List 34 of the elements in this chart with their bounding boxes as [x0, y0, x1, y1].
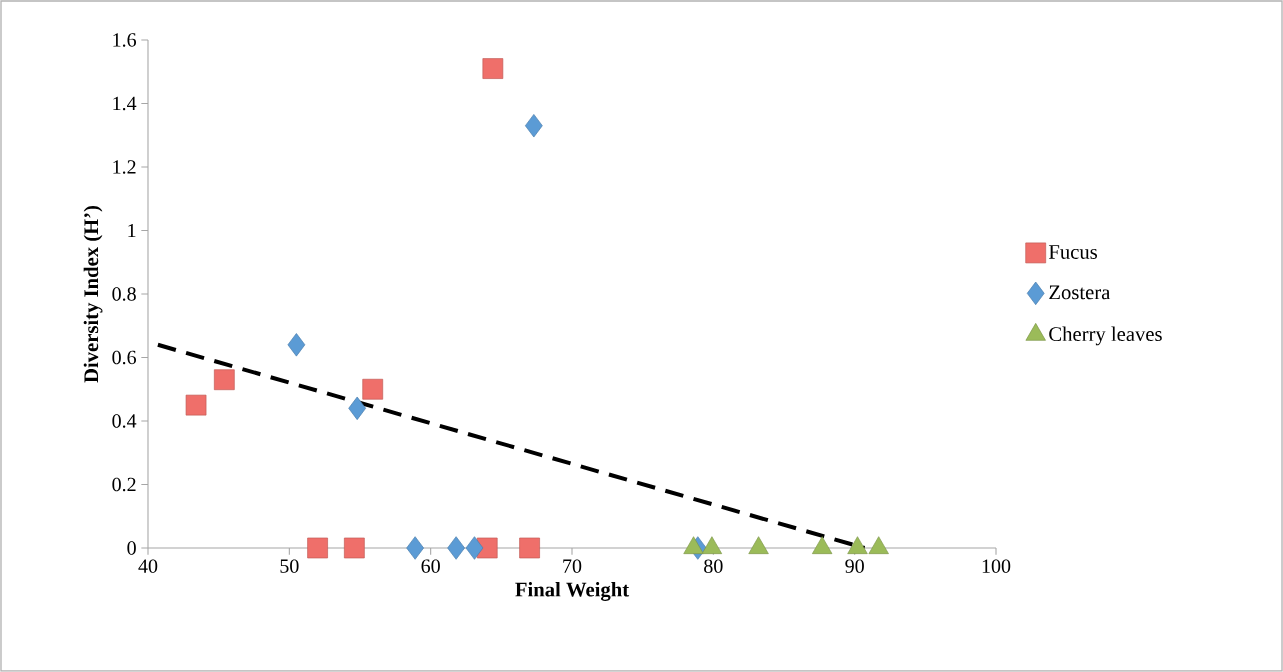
point	[519, 537, 540, 559]
y-tick-label: 1.6	[113, 33, 137, 47]
x-tick-label: 60	[421, 559, 440, 573]
point	[525, 114, 543, 138]
point	[348, 396, 367, 420]
y-axis-title: Diversity Index (H’)	[83, 205, 103, 383]
x-tick-label: 100	[982, 559, 1011, 573]
point	[185, 394, 207, 416]
x-tick-label: 40	[138, 559, 158, 573]
x-tick-label: 90	[845, 559, 864, 573]
point	[287, 333, 306, 357]
legend-label: Zostera	[1049, 285, 1111, 300]
x-tick-label: 70	[563, 559, 582, 573]
point	[213, 369, 235, 391]
x-tick-label: 50	[280, 559, 299, 573]
y-tick-label: 0.6	[112, 350, 137, 365]
y-tick-label: 0.2	[112, 477, 136, 492]
y-tick-label: 0	[127, 541, 136, 555]
point	[482, 58, 504, 79]
y-tick-label: 1	[128, 223, 136, 238]
x-tick-label: 80	[704, 559, 723, 573]
y-tick-label: 0.4	[112, 414, 137, 428]
y-tick-label: 1.2	[113, 160, 136, 174]
y-tick-label: 1.4	[113, 96, 137, 111]
point	[344, 537, 365, 559]
point	[362, 378, 384, 400]
point	[307, 537, 328, 559]
point	[465, 536, 484, 560]
point	[406, 536, 424, 560]
x-axis-title: Final Weight	[515, 582, 630, 601]
legend-label: Cherry leaves	[1049, 326, 1162, 346]
legend-label: Fucus	[1048, 245, 1098, 259]
y-tick-label: 0.8	[112, 287, 136, 301]
point	[447, 536, 465, 560]
